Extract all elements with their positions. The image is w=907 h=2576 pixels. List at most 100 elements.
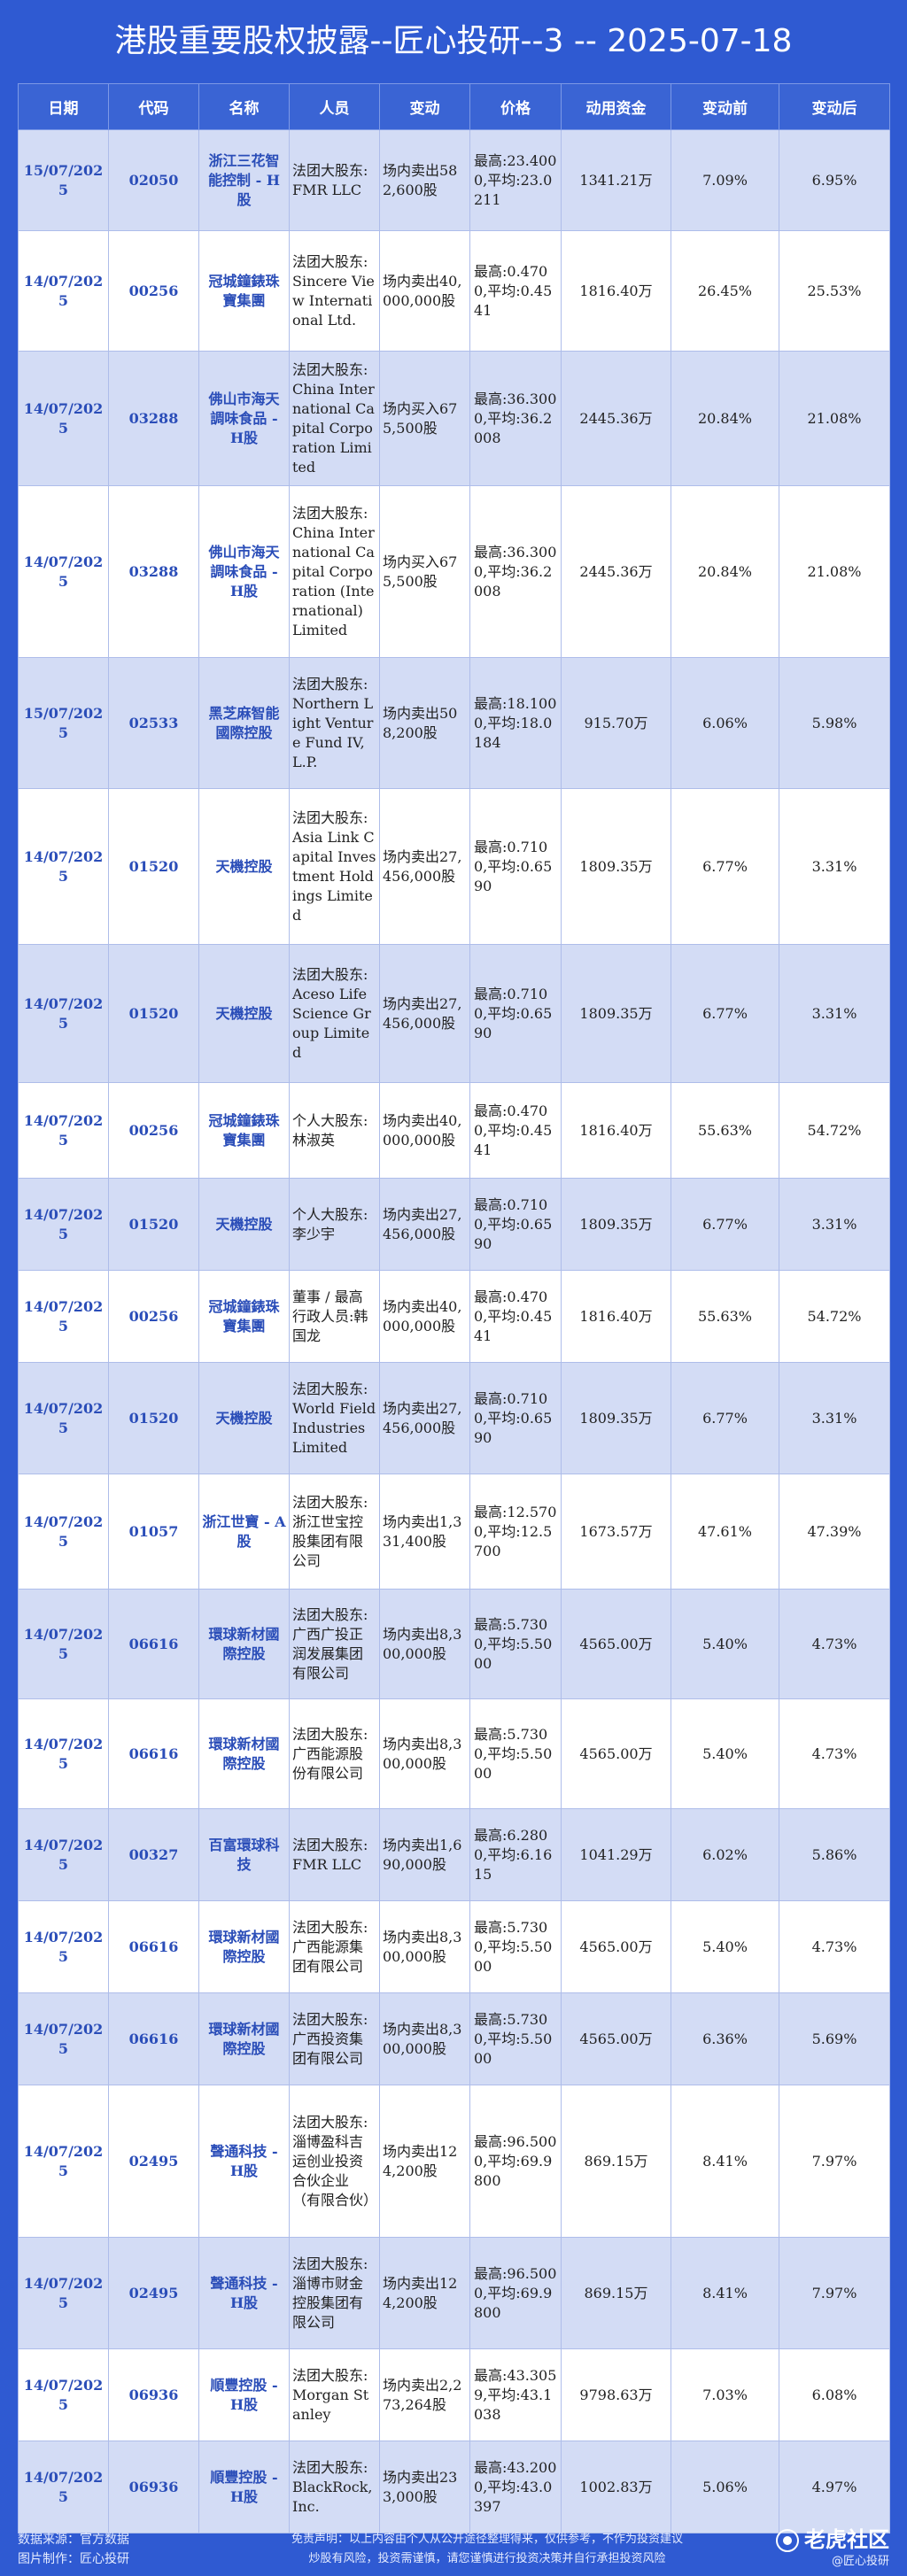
cell-name: 冠城鐘錶珠寶集團 xyxy=(198,1270,290,1363)
cell-date: 14/07/2025 xyxy=(18,944,109,1083)
cell-before: 6.77% xyxy=(671,1178,779,1271)
cell-funds: 1341.21万 xyxy=(561,129,671,231)
cell-price: 最高:96.5000,平均:69.9800 xyxy=(469,2237,562,2349)
cell-code: 00256 xyxy=(108,1270,199,1363)
cell-after: 7.97% xyxy=(779,2085,890,2238)
cell-person: 个人大股东:林淑英 xyxy=(289,1082,380,1179)
table-row: 14/07/2025 01520 天機控股 个人大股东:李少宇 场内卖出27,4… xyxy=(18,1178,890,1271)
header-funds: 动用资金 xyxy=(561,83,671,130)
cell-name: 佛山市海天調味食品 - H股 xyxy=(198,351,290,486)
brand-name: 老虎社区 xyxy=(804,2527,889,2552)
cell-before: 5.06% xyxy=(671,2441,779,2533)
cell-after: 3.31% xyxy=(779,1362,890,1474)
cell-date: 14/07/2025 xyxy=(18,2085,109,2238)
header-before: 变动前 xyxy=(671,83,779,130)
cell-funds: 4565.00万 xyxy=(561,1698,671,1809)
cell-change: 场内买入675,500股 xyxy=(379,485,470,658)
cell-price: 最高:43.3059,平均:43.1038 xyxy=(469,2348,562,2441)
cell-name: 環球新材國際控股 xyxy=(198,1992,290,2085)
cell-price: 最高:0.4700,平均:0.4541 xyxy=(469,1270,562,1363)
cell-change: 场内卖出1,331,400股 xyxy=(379,1474,470,1590)
cell-name: 冠城鐘錶珠寶集團 xyxy=(198,230,290,352)
cell-name: 天機控股 xyxy=(198,788,290,945)
cell-funds: 1809.35万 xyxy=(561,788,671,945)
cell-person: 法团大股东:FMR LLC xyxy=(289,1808,380,1901)
cell-name: 聲通科技 - H股 xyxy=(198,2237,290,2349)
cell-date: 14/07/2025 xyxy=(18,230,109,352)
cell-before: 6.77% xyxy=(671,1362,779,1474)
cell-change: 场内卖出233,000股 xyxy=(379,2441,470,2533)
brand: 老虎社区 xyxy=(748,2526,889,2553)
cell-date: 14/07/2025 xyxy=(18,1900,109,1993)
cell-price: 最高:6.2800,平均:6.1615 xyxy=(469,1808,562,1901)
cell-change: 场内卖出27,456,000股 xyxy=(379,1178,470,1271)
cell-before: 55.63% xyxy=(671,1270,779,1363)
cell-after: 4.73% xyxy=(779,1900,890,1993)
table-row: 14/07/2025 00256 冠城鐘錶珠寶集團 个人大股东:林淑英 场内卖出… xyxy=(18,1082,890,1179)
cell-price: 最高:5.7300,平均:5.5000 xyxy=(469,1589,562,1699)
cell-after: 4.73% xyxy=(779,1589,890,1699)
table-row: 14/07/2025 06616 環球新材國際控股 法团大股东:广西能源股份有限… xyxy=(18,1698,890,1809)
image-maker: 图片制作：匠心投研 xyxy=(18,2552,129,2566)
tiger-logo-icon xyxy=(776,2529,799,2552)
cell-funds: 915.70万 xyxy=(561,657,671,789)
cell-change: 场内卖出27,456,000股 xyxy=(379,1362,470,1474)
table-row: 14/07/2025 03288 佛山市海天調味食品 - H股 法团大股东:Ch… xyxy=(18,485,890,658)
cell-after: 5.86% xyxy=(779,1808,890,1901)
cell-name: 天機控股 xyxy=(198,1178,290,1271)
cell-change: 场内买入675,500股 xyxy=(379,351,470,486)
cell-date: 14/07/2025 xyxy=(18,1178,109,1271)
disclaimer: 免责声明：以上内容由个人从公开途径整理得来，仅供参考，不作为投资建议 炒股有风险… xyxy=(239,2530,735,2569)
cell-person: 法团大股东:China International Capital Corpor… xyxy=(289,485,380,658)
cell-funds: 1809.35万 xyxy=(561,944,671,1083)
table-row: 14/07/2025 01520 天機控股 法团大股东:World Field … xyxy=(18,1362,890,1474)
cell-change: 场内卖出1,690,000股 xyxy=(379,1808,470,1901)
cell-date: 14/07/2025 xyxy=(18,1589,109,1699)
table-row: 14/07/2025 06936 順豐控股 - H股 法团大股东:BlackRo… xyxy=(18,2441,890,2533)
cell-before: 20.84% xyxy=(671,351,779,486)
cell-person: 法团大股东:淄博盈科吉运创业投资合伙企业（有限合伙） xyxy=(289,2085,380,2238)
table-row: 15/07/2025 02533 黑芝麻智能國際控股 法团大股东:Norther… xyxy=(18,657,890,789)
cell-code: 03288 xyxy=(108,351,199,486)
cell-price: 最高:5.7300,平均:5.5000 xyxy=(469,1698,562,1809)
cell-change: 场内卖出8,300,000股 xyxy=(379,1900,470,1993)
header-code: 代码 xyxy=(108,83,199,130)
cell-funds: 869.15万 xyxy=(561,2085,671,2238)
watermark: 老虎社区 @匠心投研 xyxy=(748,2526,889,2571)
cell-person: 法团大股东:BlackRock, Inc. xyxy=(289,2441,380,2533)
cell-person: 法团大股东:FMR LLC xyxy=(289,129,380,231)
disclosure-table-container: 日期 代码 名称 人员 变动 价格 动用资金 变动前 变动后 15/07/202… xyxy=(18,83,890,2533)
cell-person: 法团大股东:Morgan Stanley xyxy=(289,2348,380,2441)
cell-date: 14/07/2025 xyxy=(18,2441,109,2533)
cell-after: 6.95% xyxy=(779,129,890,231)
table-row: 14/07/2025 00256 冠城鐘錶珠寶集團 法团大股东:Sincere … xyxy=(18,230,890,352)
cell-code: 02495 xyxy=(108,2085,199,2238)
table-row: 14/07/2025 00327 百富環球科技 法团大股东:FMR LLC 场内… xyxy=(18,1808,890,1901)
cell-price: 最高:5.7300,平均:5.5000 xyxy=(469,1992,562,2085)
cell-date: 14/07/2025 xyxy=(18,1808,109,1901)
cell-code: 02495 xyxy=(108,2237,199,2349)
cell-code: 01057 xyxy=(108,1474,199,1590)
cell-date: 14/07/2025 xyxy=(18,2348,109,2441)
cell-funds: 1809.35万 xyxy=(561,1178,671,1271)
cell-after: 3.31% xyxy=(779,788,890,945)
cell-before: 6.77% xyxy=(671,944,779,1083)
cell-name: 環球新材國際控股 xyxy=(198,1900,290,1993)
cell-date: 14/07/2025 xyxy=(18,2237,109,2349)
cell-price: 最高:96.5000,平均:69.9800 xyxy=(469,2085,562,2238)
cell-before: 20.84% xyxy=(671,485,779,658)
cell-before: 8.41% xyxy=(671,2237,779,2349)
header-person: 人员 xyxy=(289,83,380,130)
cell-before: 6.77% xyxy=(671,788,779,945)
disclosure-table: 日期 代码 名称 人员 变动 价格 动用资金 变动前 变动后 15/07/202… xyxy=(18,83,890,2533)
table-row: 14/07/2025 06616 環球新材國際控股 法团大股东:广西广投正润发展… xyxy=(18,1589,890,1699)
header-change: 变动 xyxy=(379,83,470,130)
cell-name: 天機控股 xyxy=(198,944,290,1083)
cell-name: 順豐控股 - H股 xyxy=(198,2348,290,2441)
cell-change: 场内卖出40,000,000股 xyxy=(379,230,470,352)
cell-funds: 1002.83万 xyxy=(561,2441,671,2533)
cell-price: 最高:0.7100,平均:0.6590 xyxy=(469,1362,562,1474)
cell-code: 06616 xyxy=(108,1992,199,2085)
cell-after: 4.73% xyxy=(779,1698,890,1809)
cell-funds: 4565.00万 xyxy=(561,1900,671,1993)
